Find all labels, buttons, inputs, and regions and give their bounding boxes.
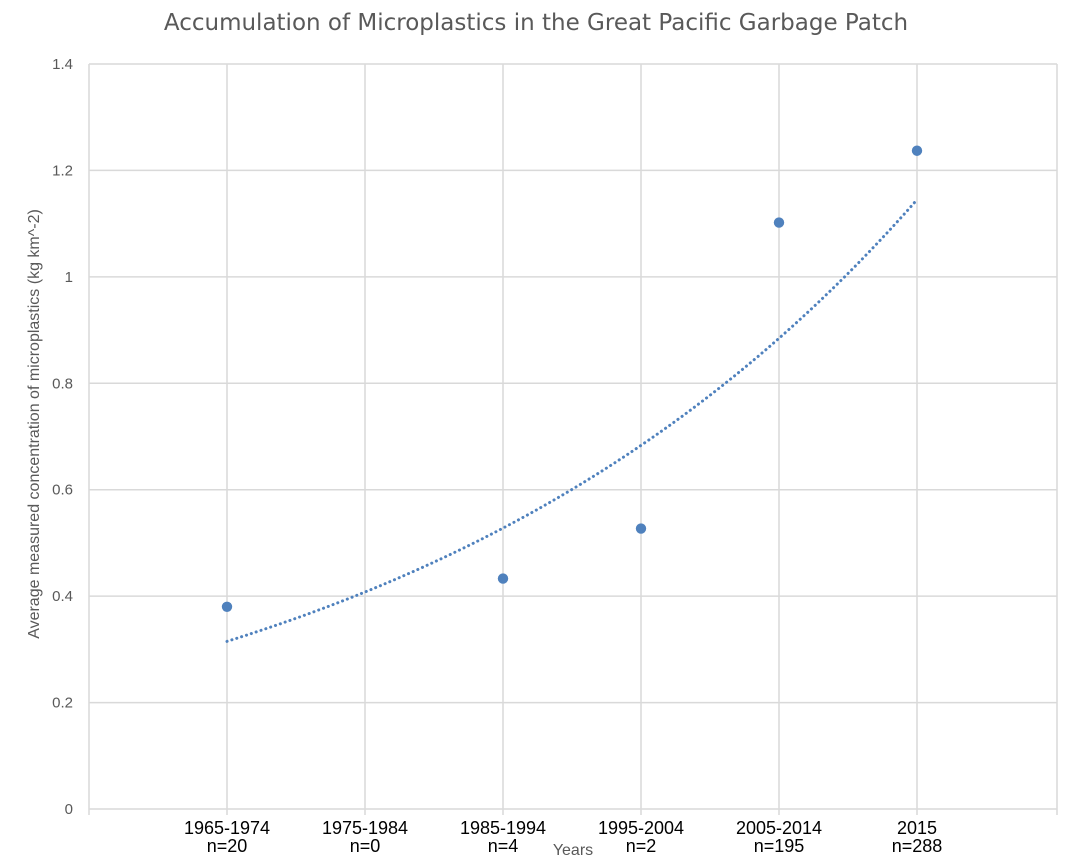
y-tick-labels: 0 0.2 0.4 0.6 0.8 1 1.2 1.4 — [52, 56, 73, 818]
x-tick-sample-size: n=0 — [350, 836, 381, 856]
y-tick-label: 0.4 — [52, 588, 73, 605]
grid-layer — [88, 63, 1058, 815]
x-axis-label: Years — [553, 842, 593, 859]
x-tick-sample-size: n=4 — [488, 836, 519, 856]
data-point — [773, 217, 785, 228]
x-tick-sample-size: n=288 — [892, 836, 943, 856]
x-tick-label: 1965-1974 — [184, 818, 270, 838]
points-layer — [221, 145, 923, 612]
y-tick-label: 0 — [65, 801, 73, 818]
y-tick-label: 1.4 — [52, 56, 73, 73]
exponential-trendline — [225, 198, 919, 643]
y-tick-label: 0.8 — [52, 375, 73, 392]
data-point — [635, 523, 647, 534]
chart-title: Accumulation of Microplastics in the Gre… — [164, 10, 908, 36]
y-tick-label: 1 — [65, 269, 73, 286]
data-point — [911, 145, 923, 156]
trendline-layer — [225, 198, 919, 643]
x-tick-label: 1975-1984 — [322, 818, 408, 838]
x-tick-label: 2015 — [897, 818, 937, 838]
data-point — [497, 573, 509, 584]
data-point — [221, 601, 233, 612]
x-tick-sample-size: n=2 — [626, 836, 657, 856]
x-tick-label: 1995-2004 — [598, 818, 684, 838]
y-axis-label: Average measured concentration of microp… — [26, 209, 43, 639]
y-tick-label: 1.2 — [52, 162, 73, 179]
x-tick-sample-size: n=195 — [754, 836, 805, 856]
y-tick-label: 0.2 — [52, 695, 73, 712]
x-tick-label: 2005-2014 — [736, 818, 822, 838]
x-tick-label: 1985-1994 — [460, 818, 546, 838]
y-tick-label: 0.6 — [52, 482, 73, 499]
x-tick-sample-size: n=20 — [207, 836, 248, 856]
